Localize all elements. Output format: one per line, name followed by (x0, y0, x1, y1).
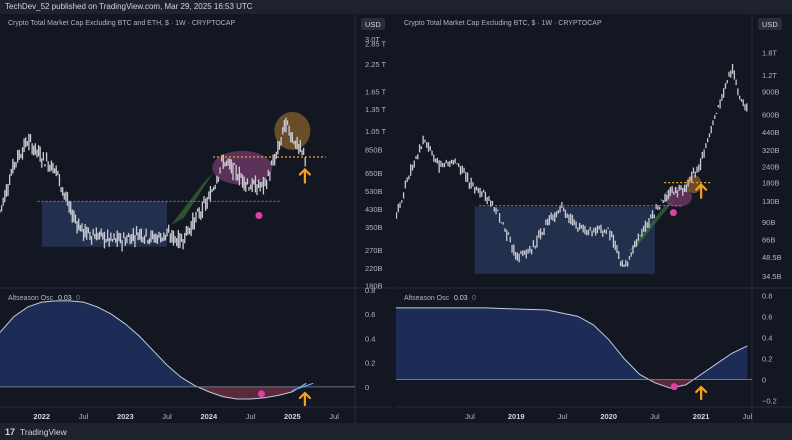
price-axis-label: 66B (762, 235, 775, 244)
price-axis-label: 1.35 T (365, 105, 387, 114)
breakout-channel (171, 172, 213, 225)
chart-svg-right[interactable]: 1.8T 1.2T 900B 600B 440B 320B 240B 180B 130B 90B 6… (392, 14, 792, 423)
time-axis-label: Jul (465, 412, 475, 421)
price-axis-label: 270B (365, 246, 383, 255)
price-axis-label: 240B (762, 162, 780, 171)
time-axis-label: 2024 (200, 412, 218, 421)
currency-badge-label: USD (365, 20, 381, 29)
price-axis-label: 1.65 T (365, 87, 387, 96)
price-axis-label: 530B (365, 187, 383, 196)
time-axis-label: 2021 (693, 412, 710, 421)
chart-title: Crypto Total Market Cap Excluding BTC, $… (404, 20, 602, 27)
indicator-arrow-icon (298, 391, 311, 407)
time-axis-label: Jul (743, 412, 753, 421)
price-axis-label: 48.5B (762, 253, 782, 262)
price-axis-label: 350B (365, 223, 383, 232)
indicator-negative-area (0, 386, 307, 399)
indicator-arrow-icon (695, 385, 708, 401)
indicator-axis-label: 0.8 (762, 291, 772, 300)
indicator-axis-label: 0 (365, 383, 369, 392)
indicator-value: 0.03 (58, 295, 72, 302)
time-axis-label: Jul (79, 412, 89, 421)
currency-badge (758, 18, 782, 30)
time-axis-label: Jul (558, 412, 568, 421)
price-series (0, 117, 306, 252)
breakout-arrow-icon (695, 183, 708, 199)
price-axis-label: 430B (365, 205, 383, 214)
indicator-negative-area (649, 379, 694, 389)
retest-ellipse (212, 150, 273, 185)
indicator-positive-area (396, 307, 748, 380)
indicator-axis-label: 0.8 (365, 286, 375, 295)
indicator-axis-label: 0.2 (762, 355, 772, 364)
retest-marker-dot (255, 212, 263, 220)
tradingview-logo-icon: 17 (5, 427, 16, 437)
tradingview-footer: 17 TradingView (0, 423, 792, 440)
indicator-marker-dot (257, 390, 265, 398)
publisher-bar: TechDev_52 published on TradingView.com,… (0, 0, 792, 14)
price-axis-label: 650B (365, 169, 383, 178)
indicator-tail (292, 382, 314, 392)
price-axis-label: 180B (365, 282, 383, 291)
indicator-line (392, 307, 748, 389)
time-axis-label: Jul (162, 412, 172, 421)
chart-svg-left[interactable]: 3.0T2.85 T 2.25 T 1.65 T 1.35 T 1.05 T 850B 65… (0, 14, 393, 423)
breakout-ellipse (274, 111, 311, 150)
price-axis-label: 1.05 T (365, 127, 387, 136)
price-axis-label: 90B (762, 218, 775, 227)
price-axis-label: 3.0T (365, 35, 380, 44)
price-axis-label: 900B (762, 88, 780, 97)
indicator-axis-label: 0.6 (762, 312, 772, 321)
indicator-name: Altseason Osc (8, 295, 54, 302)
time-axis-label: 2023 (117, 412, 134, 421)
time-axis-label: 2025 (284, 412, 301, 421)
retest-marker-dot (669, 209, 677, 217)
consolidation-box (474, 206, 655, 274)
breakout-arrow-icon (298, 167, 311, 184)
indicator-value-secondary: 0 (472, 295, 476, 302)
price-axis-label: 34.5B (762, 272, 782, 281)
time-axis-label: 2020 (600, 412, 617, 421)
price-axis-label: 320B (762, 146, 780, 155)
price-axis-label: 2.25 T (365, 60, 387, 69)
price-axis-label: 850B (365, 145, 383, 154)
price-axis-label: 1.8T (762, 48, 777, 57)
indicator-axis-label: −0.2 (762, 397, 777, 406)
indicator-marker-dot (670, 383, 678, 391)
time-axis-label: 2019 (508, 412, 525, 421)
indicator-axis-label: 0.4 (762, 333, 772, 342)
price-axis-label: 130B (762, 197, 780, 206)
price-axis-label: 220B (365, 264, 383, 273)
time-axis-label: Jul (650, 412, 660, 421)
price-axis-label: 440B (762, 128, 780, 137)
time-axis-label: Jul (246, 412, 256, 421)
price-axis-label: 600B (762, 110, 780, 119)
indicator-axis-label: 0.2 (365, 359, 375, 368)
indicator-axis-label: 0.4 (365, 334, 375, 343)
price-axis-label: 180B (762, 179, 780, 188)
indicator-axis-label: 0 (762, 376, 766, 385)
price-axis-label: 2.85 T (365, 39, 387, 48)
indicator-axis-label: 0.6 (365, 310, 375, 319)
indicator-positive-area (0, 300, 307, 387)
price-axis-label: 1.2T (762, 71, 777, 80)
chart-title: Crypto Total Market Cap Excluding BTC an… (8, 20, 236, 27)
chart-panel-left[interactable]: 3.0T 2.85 T 2.25 T 1.65 T 1.35 T 1.05 T 850B 65… (0, 14, 393, 423)
time-axis-label: 2022 (33, 412, 50, 421)
currency-badge-label: USD (762, 20, 778, 29)
indicator-line (0, 300, 307, 400)
indicator-name: Altseason Osc (404, 295, 450, 302)
tradingview-brand-label: TradingView (20, 427, 67, 437)
time-axis-label: Jul (329, 412, 339, 421)
indicator-value-secondary: 0 (76, 295, 80, 302)
publisher-text: TechDev_52 published on TradingView.com,… (5, 2, 253, 11)
currency-badge (361, 18, 385, 30)
indicator-value: 0.03 (454, 295, 468, 302)
chart-panel-right[interactable]: 1.8T 1.2T 900B 600B 440B 320B 240B 180B 130B 90B 6… (392, 14, 792, 423)
